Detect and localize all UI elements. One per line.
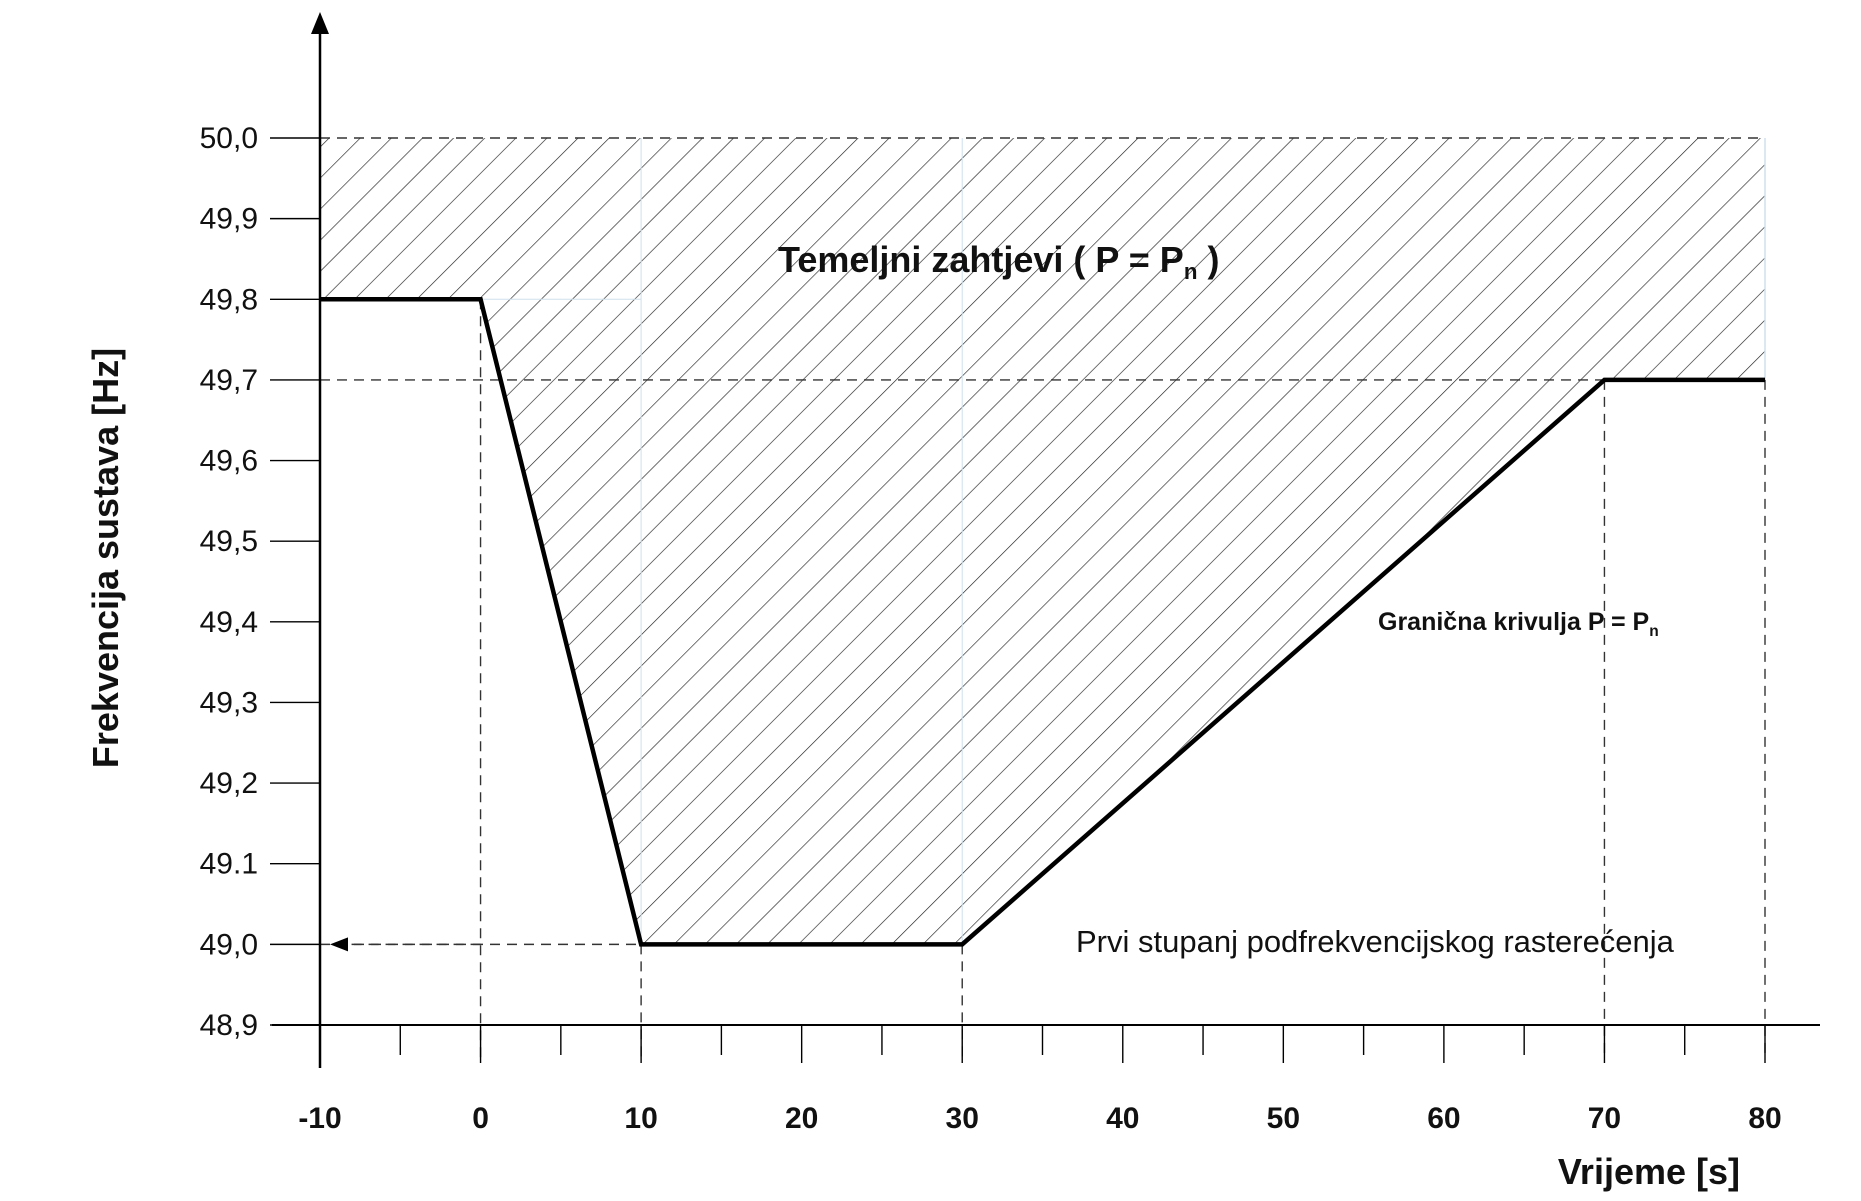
y-tick-label: 50,0 (200, 122, 258, 155)
x-tick-label: 80 (1748, 1102, 1781, 1135)
arrow-head (330, 937, 348, 952)
x-tick-label: 0 (472, 1102, 489, 1135)
x-tick-label: 70 (1588, 1102, 1621, 1135)
load-shedding-annotation: Prvi stupanj podfrekvencijskog rastereće… (1076, 924, 1675, 959)
y-tick-label: 49,3 (200, 686, 258, 719)
y-tick-label: 49,6 (200, 445, 258, 478)
boundary-curve-line (320, 297, 1765, 947)
y-tick-label: 49,0 (200, 928, 258, 961)
y-tick-label: 49,4 (200, 606, 258, 639)
y-tick-label: 49,8 (200, 283, 258, 316)
x-tick-label: 10 (624, 1102, 657, 1135)
x-tick-label: 50 (1267, 1102, 1300, 1135)
region-annotation: Temeljni zahtjevi ( P = Pn ) (778, 239, 1219, 284)
y-axis-arrowhead (311, 12, 329, 34)
x-tick-label: -10 (298, 1102, 341, 1135)
x-tick-label: 20 (785, 1102, 818, 1135)
x-tick-label: 40 (1106, 1102, 1139, 1135)
y-tick-label: 49,7 (200, 364, 258, 397)
curve-annotation: Granična krivulja P = Pn (1378, 608, 1659, 640)
x-tick-label: 60 (1427, 1102, 1460, 1135)
x-tick-label: 30 (946, 1102, 979, 1135)
y-tick-label: 49,9 (200, 203, 258, 236)
y-tick-label: 49,2 (200, 767, 258, 800)
x-axis-title: Vrijeme [s] (1558, 1151, 1740, 1192)
hatched-requirements-region (320, 138, 1765, 945)
y-tick-label: 49.1 (200, 848, 258, 881)
y-tick-label: 48,9 (200, 1009, 258, 1042)
y-axis-title: Frekvencija sustava [Hz] (85, 348, 126, 768)
y-tick-label: 49,5 (200, 525, 258, 558)
